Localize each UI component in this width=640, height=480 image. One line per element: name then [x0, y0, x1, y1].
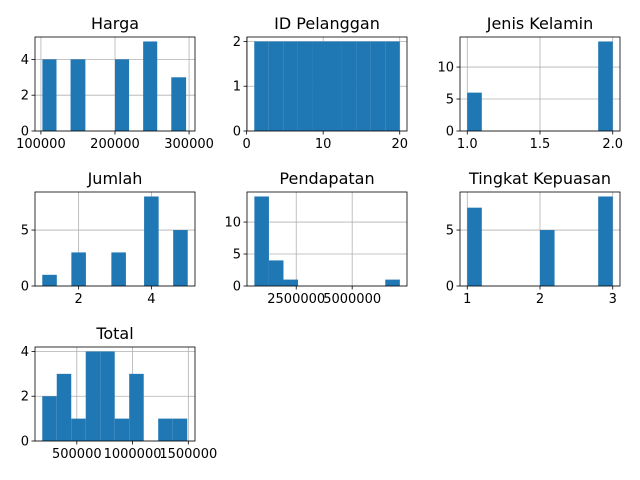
x-tick-label: 1.0 — [457, 137, 478, 152]
subplot-3: 2 4 0 5 Jumlah — [21, 169, 196, 307]
subplot-0: 100000 200000 300000 0 2 4 Harga — [16, 14, 214, 152]
x-tick-label: 2 — [536, 292, 544, 307]
histogram-bar — [173, 230, 188, 286]
histogram-bar — [100, 351, 115, 441]
axes-frame — [34, 346, 196, 442]
histogram-bar — [42, 396, 57, 441]
histogram-bar — [341, 41, 357, 131]
axes-frame — [34, 191, 196, 287]
y-tick-label: 0 — [233, 125, 241, 140]
histogram-bar — [254, 196, 269, 286]
subplot-5: 1 2 3 0 5 Tingkat Kepuasan — [446, 169, 621, 307]
x-tick-label: 10 — [315, 137, 332, 152]
histogram-bar — [467, 207, 482, 286]
histogram-bar — [42, 274, 57, 286]
y-tick-label: 5 — [446, 224, 454, 239]
histogram-bar — [71, 418, 86, 441]
x-tick-label: 200000 — [90, 137, 140, 152]
histogram-bar — [283, 41, 298, 131]
axes-frame — [246, 36, 408, 132]
chart-title: Total — [95, 324, 133, 343]
histogram-bar — [129, 373, 144, 441]
chart-title: Tingkat Kepuasan — [468, 169, 611, 188]
x-tick-label: 1 — [463, 292, 471, 307]
y-tick-label: 5 — [446, 93, 454, 108]
x-tick-label: 100000 — [16, 137, 66, 152]
histogram-bar — [42, 59, 57, 131]
histogram-bar — [268, 41, 284, 131]
histogram-bar — [111, 252, 126, 286]
y-tick-label: 2 — [233, 35, 241, 50]
y-tick-label: 0 — [21, 280, 29, 295]
x-tick-label: 3 — [609, 292, 617, 307]
x-tick-label: 500000 — [52, 447, 102, 462]
x-tick-label: 2500000 — [267, 292, 325, 307]
histogram-bar — [370, 41, 386, 131]
histogram-bar — [598, 196, 613, 286]
y-tick-label: 4 — [21, 345, 29, 360]
y-tick-label: 0 — [446, 125, 454, 140]
subplot-2: 1.0 1.5 2.0 0 5 10 Jenis Kelamin — [437, 14, 623, 152]
histogram-bar — [540, 230, 555, 286]
y-tick-label: 5 — [21, 224, 29, 239]
histogram-bar — [268, 260, 284, 286]
x-tick-label: 1000000 — [104, 447, 162, 462]
histogram-bar — [254, 41, 269, 131]
histogram-bar — [385, 279, 400, 286]
x-tick-label: 1500000 — [159, 447, 217, 462]
histogram-bar — [115, 59, 130, 131]
axes-frame — [246, 191, 408, 287]
histogram-bar — [158, 418, 173, 441]
histogram-bar — [356, 41, 371, 131]
histogram-bar — [71, 252, 86, 286]
histogram-bar — [70, 59, 86, 131]
chart-title: Pendapatan — [279, 169, 374, 188]
y-tick-label: 2 — [21, 89, 29, 104]
histogram-bar — [327, 41, 342, 131]
chart-title: Jumlah — [87, 169, 143, 188]
x-tick-label: 2 — [74, 292, 82, 307]
x-tick-label: 0 — [242, 137, 250, 152]
y-tick-label: 4 — [21, 53, 29, 68]
x-tick-label: 4 — [147, 292, 155, 307]
y-tick-label: 10 — [224, 216, 241, 231]
y-tick-label: 1 — [233, 80, 241, 95]
histogram-bar — [143, 41, 158, 131]
histogram-bar — [144, 196, 159, 286]
x-tick-label: 20 — [391, 137, 408, 152]
y-tick-label: 0 — [446, 280, 454, 295]
histogram-bar — [56, 373, 72, 441]
histogram-bar — [598, 41, 613, 131]
subplot-1: 0 10 20 0 1 2 ID Pelanggan — [233, 14, 408, 152]
histogram-bar — [385, 41, 400, 131]
histogram-bar — [297, 41, 313, 131]
x-tick-label: 5000000 — [323, 292, 381, 307]
chart-title: Harga — [91, 14, 139, 33]
y-tick-label: 10 — [437, 61, 454, 76]
x-tick-label: 1.5 — [530, 137, 551, 152]
chart-title: Jenis Kelamin — [486, 14, 594, 33]
chart-title: ID Pelanggan — [274, 14, 380, 33]
y-tick-label: 0 — [21, 125, 29, 140]
y-tick-label: 5 — [233, 248, 241, 263]
histogram-bar — [312, 41, 327, 131]
y-tick-label: 0 — [21, 435, 29, 450]
histogram-bar — [283, 279, 299, 286]
histogram-bar — [467, 92, 482, 131]
y-tick-label: 2 — [21, 390, 29, 405]
x-tick-label: 2.0 — [602, 137, 623, 152]
x-tick-label: 300000 — [164, 137, 214, 152]
histogram-bar — [172, 418, 188, 441]
y-tick-label: 0 — [233, 280, 241, 295]
histogram-bar — [85, 351, 101, 441]
histogram-bar — [171, 77, 187, 131]
histogram-bar — [114, 418, 130, 441]
